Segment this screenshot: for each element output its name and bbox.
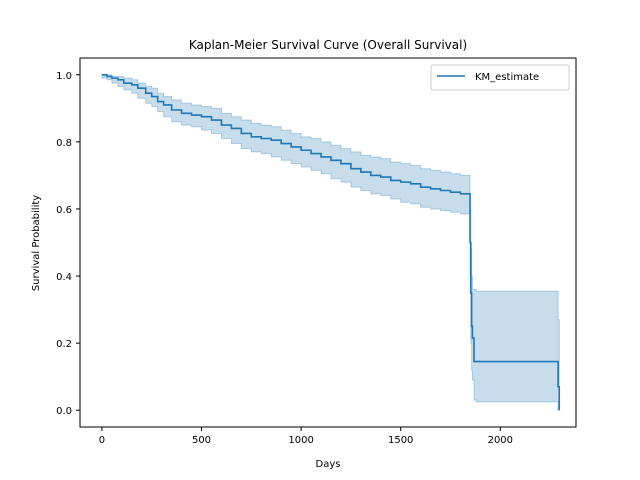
x-axis-label: Days [316, 459, 341, 470]
y-tick-label: 0.8 [56, 138, 72, 149]
y-tick-label: 0.0 [56, 406, 72, 417]
y-tick-label: 0.6 [56, 205, 72, 216]
x-tick-label: 2000 [488, 435, 513, 446]
x-axis: 0 500 1000 1500 2000 [99, 427, 513, 446]
x-tick-label: 1500 [388, 435, 413, 446]
y-tick-label: 0.2 [56, 339, 72, 350]
plot-area [101, 73, 561, 411]
axes-frame [79, 57, 577, 428]
legend-label: KM_estimate [475, 72, 539, 83]
x-tick-label: 0 [99, 435, 105, 446]
legend: KM_estimate [430, 64, 570, 91]
x-tick-label: 500 [192, 435, 211, 446]
x-tick-label: 1000 [288, 435, 313, 446]
km-estimate-line [101, 73, 561, 411]
y-axis-label: Survival Probability [31, 195, 42, 291]
y-tick-label: 1.0 [56, 71, 72, 82]
y-tick-label: 0.4 [56, 272, 72, 283]
chart-title: Kaplan-Meier Survival Curve (Overall Sur… [189, 38, 467, 52]
y-axis: 0.0 0.2 0.4 0.6 0.8 1.0 [56, 71, 80, 417]
confidence-band [101, 74, 560, 411]
legend-box [430, 64, 570, 91]
